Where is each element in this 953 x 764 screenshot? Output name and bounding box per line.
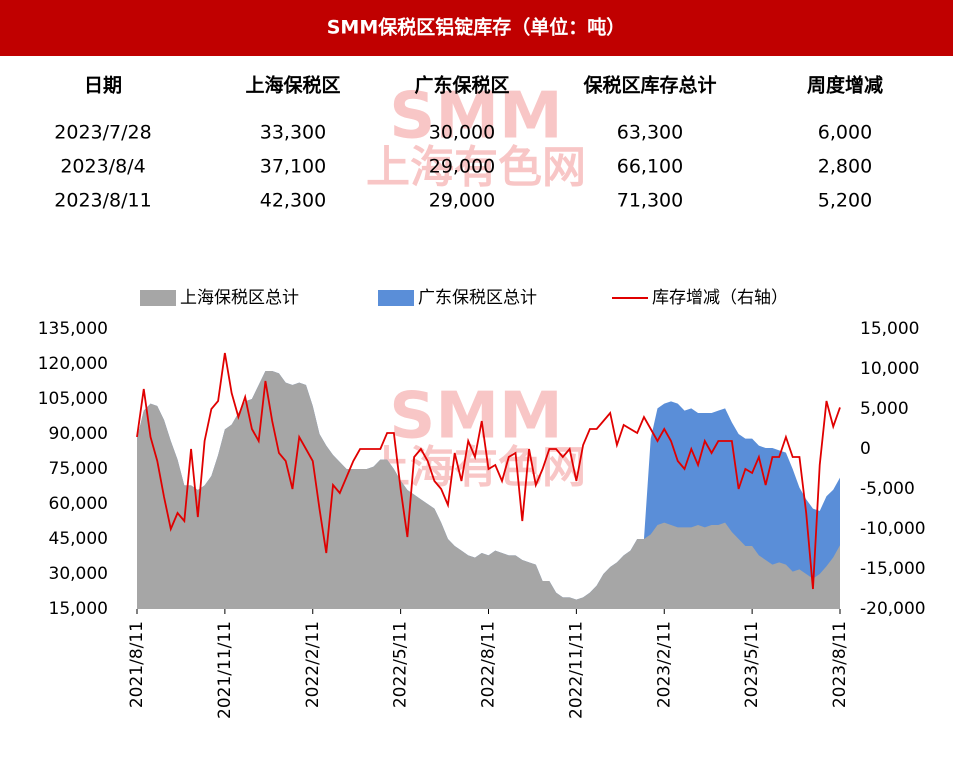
legend-label: 上海保税区总计	[180, 288, 299, 308]
table-header: 上海保税区	[245, 74, 340, 97]
y-tick-label: 45,000	[49, 529, 108, 549]
x-tick-label: 2023/5/11	[742, 621, 762, 708]
table-header: 周度增减	[807, 74, 883, 97]
table-cell: 63,300	[617, 122, 683, 144]
x-tick-label: 2022/11/11	[566, 621, 586, 719]
x-tick-label: 2022/5/11	[391, 621, 411, 708]
table-cell: 5,200	[818, 190, 872, 212]
table-cell: 29,000	[429, 190, 495, 212]
legend-label: 广东保税区总计	[418, 288, 537, 308]
table-cell: 42,300	[260, 190, 326, 212]
table-header: 广东保税区	[414, 74, 509, 97]
legend-swatch	[140, 290, 176, 306]
table-cell: 2023/8/4	[60, 156, 145, 178]
table-cell: 2023/7/28	[54, 122, 151, 144]
watermark-name: 上海有色网	[366, 142, 586, 193]
y2-tick-label: -15,000	[860, 559, 926, 579]
y-tick-label: 75,000	[49, 459, 108, 479]
y2-tick-label: 5,000	[860, 399, 909, 419]
title-bar	[0, 0, 953, 56]
table-header: 日期	[84, 75, 122, 97]
y-tick-label: 105,000	[38, 389, 108, 409]
table-cell: 71,300	[617, 190, 683, 212]
watermark-brand: SMM	[389, 80, 562, 154]
y-tick-label: 120,000	[38, 354, 108, 374]
table-cell: 2023/8/11	[54, 190, 151, 212]
y2-tick-label: 0	[860, 439, 871, 459]
table-cell: 29,000	[429, 156, 495, 178]
y-tick-label: 30,000	[49, 564, 108, 584]
y-tick-label: 15,000	[49, 599, 108, 619]
y-tick-label: 135,000	[38, 319, 108, 339]
x-tick-label: 2022/2/11	[303, 621, 323, 708]
table-header: 保税区库存总计	[582, 74, 716, 97]
area	[137, 371, 840, 609]
y2-tick-label: -5,000	[860, 479, 915, 499]
y2-tick-label: -10,000	[860, 519, 926, 539]
table-cell: 6,000	[818, 122, 872, 144]
table-cell: 66,100	[617, 156, 683, 178]
table-cell: 37,100	[260, 156, 326, 178]
x-tick-label: 2022/8/11	[479, 621, 499, 708]
title: SMM保税区铝锭库存（单位：吨）	[327, 16, 626, 39]
y-tick-label: 60,000	[49, 494, 108, 514]
watermark-brand: SMM	[389, 380, 562, 454]
x-tick-label: 2023/8/11	[830, 621, 850, 708]
y2-tick-label: 10,000	[860, 359, 919, 379]
x-tick-label: 2023/2/11	[654, 621, 674, 708]
table-cell: 2,800	[818, 156, 872, 178]
line	[136, 352, 841, 590]
table-cell: 30,000	[429, 122, 495, 144]
y2-tick-label: 15,000	[860, 319, 919, 339]
legend-swatch	[378, 290, 414, 306]
table-cell: 33,300	[260, 122, 326, 144]
x-tick-label: 2021/8/11	[127, 621, 147, 708]
y-tick-label: 90,000	[49, 424, 108, 444]
legend-label: 库存增减（右轴）	[652, 288, 788, 308]
y2-tick-label: -20,000	[860, 599, 926, 619]
x-tick-label: 2021/11/11	[215, 621, 235, 719]
